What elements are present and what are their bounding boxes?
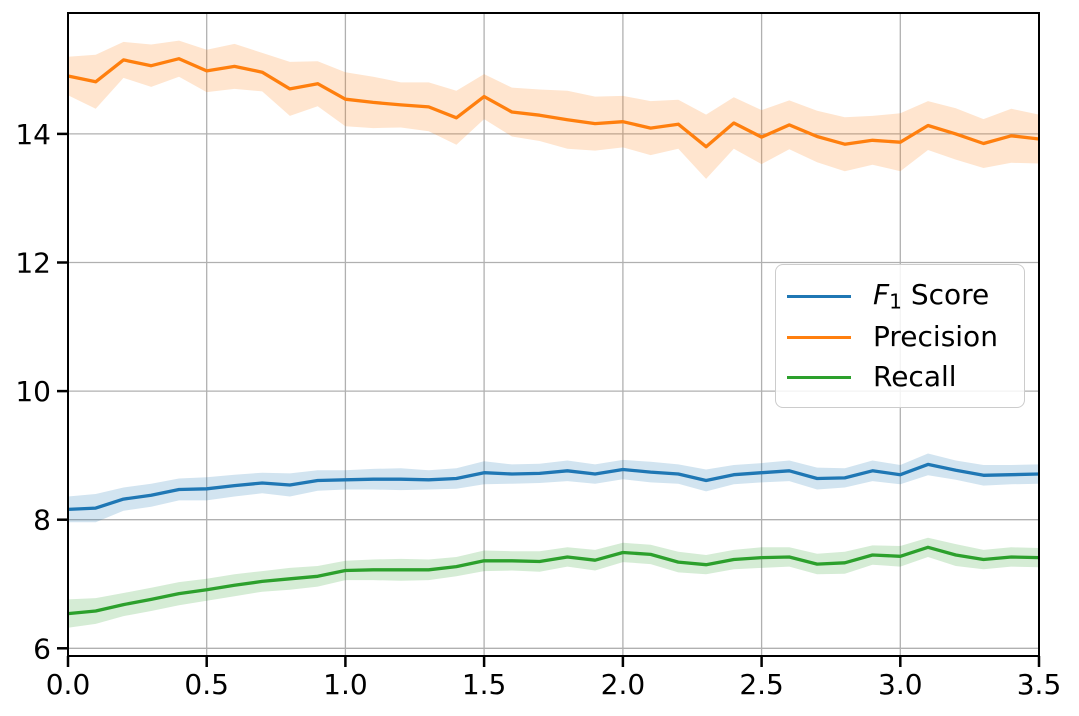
legend: F1 Score Precision Recall [775, 264, 1025, 408]
legend-label-recall: Recall [873, 360, 957, 394]
plot-border [67, 12, 1040, 657]
legend-label-precision: Precision [873, 320, 998, 354]
legend-line-sample-f1-score [787, 294, 851, 298]
x-axis-tick-label: 2.0 [601, 668, 646, 701]
y-axis-tick-label: 8 [33, 504, 51, 537]
confidence-band-precision [68, 40, 1039, 179]
legend-item-f1-score: F1 Score [776, 277, 1024, 314]
confidence-band-recall [68, 537, 1039, 628]
series-line-recall [67, 545, 1040, 616]
legend-line-sample-recall [787, 375, 851, 379]
x-axis-tick-label: 3.0 [878, 668, 923, 701]
x-axis-tick-label: 0.0 [46, 668, 91, 701]
x-axis-tick-label: 0.5 [184, 668, 229, 701]
y-axis-tick-label: 12 [15, 247, 51, 280]
x-axis-tick-label: 1.0 [323, 668, 368, 701]
legend-item-precision: Precision [776, 323, 1024, 351]
confidence-band-f1-score [68, 453, 1039, 523]
legend-line-sample-precision [787, 335, 851, 339]
x-axis-tick-label: 2.5 [739, 668, 784, 701]
legend-item-recall: Recall [776, 363, 1024, 391]
y-axis-tick-label: 6 [33, 632, 51, 665]
x-axis-tick-label: 1.5 [462, 668, 507, 701]
y-axis-tick-label: 14 [15, 118, 51, 151]
series-line-f1-score [67, 462, 1040, 512]
y-axis-tick-label: 10 [15, 375, 51, 408]
x-axis-tick-label: 3.5 [1017, 668, 1062, 701]
legend-label-f1-score: F1 Score [873, 277, 990, 314]
series-line-precision [67, 57, 1040, 149]
